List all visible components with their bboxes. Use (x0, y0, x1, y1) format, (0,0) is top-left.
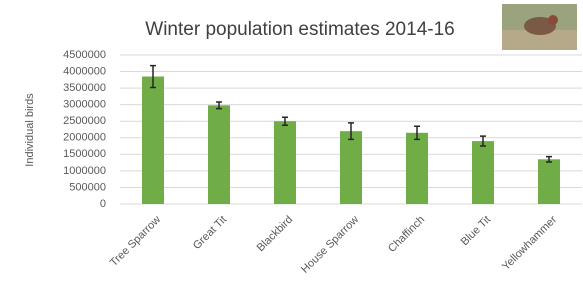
y-tick-label: 1000000 (63, 165, 106, 177)
x-tick-label: Great Tit (191, 214, 229, 252)
y-tick-label: 2500000 (63, 115, 106, 127)
chart-title: Winter population estimates 2014-16 (145, 19, 454, 40)
y-tick-label: 0 (100, 198, 106, 210)
y-tick-label: 4500000 (63, 49, 106, 61)
bar (340, 131, 362, 204)
x-tick-label: Chaffinch (386, 214, 427, 255)
bar (208, 105, 230, 204)
x-tick-label: Yellowhammer (500, 213, 559, 272)
bar (406, 133, 428, 204)
x-tick-label: Blackbird (255, 214, 295, 254)
y-tick-label: 500000 (69, 181, 106, 193)
y-tick-label: 2000000 (63, 132, 106, 144)
bar (274, 121, 296, 204)
chart: Winter population estimates 2014-16 Indi… (0, 0, 583, 304)
x-tick-label: Tree Sparrow (108, 214, 163, 269)
photo (502, 4, 577, 50)
y-tick-label: 3500000 (63, 82, 106, 94)
y-axis-label: Individual birds (24, 93, 36, 167)
photo-bird-head (548, 15, 558, 25)
bar (142, 77, 164, 204)
x-tick-label: Blue Tit (459, 214, 493, 248)
bar (538, 159, 560, 204)
bar (472, 141, 494, 204)
y-tick-label: 4000000 (63, 65, 106, 77)
y-tick-label: 3000000 (63, 99, 106, 111)
y-tick-label: 1500000 (63, 148, 106, 160)
x-tick-label: House Sparrow (299, 214, 361, 276)
page: Winter population estimates 2014-16 Indi… (0, 0, 583, 304)
